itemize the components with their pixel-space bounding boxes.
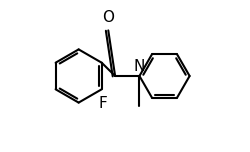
Text: O: O [102, 10, 114, 25]
Text: N: N [134, 59, 145, 74]
Text: F: F [98, 96, 107, 111]
